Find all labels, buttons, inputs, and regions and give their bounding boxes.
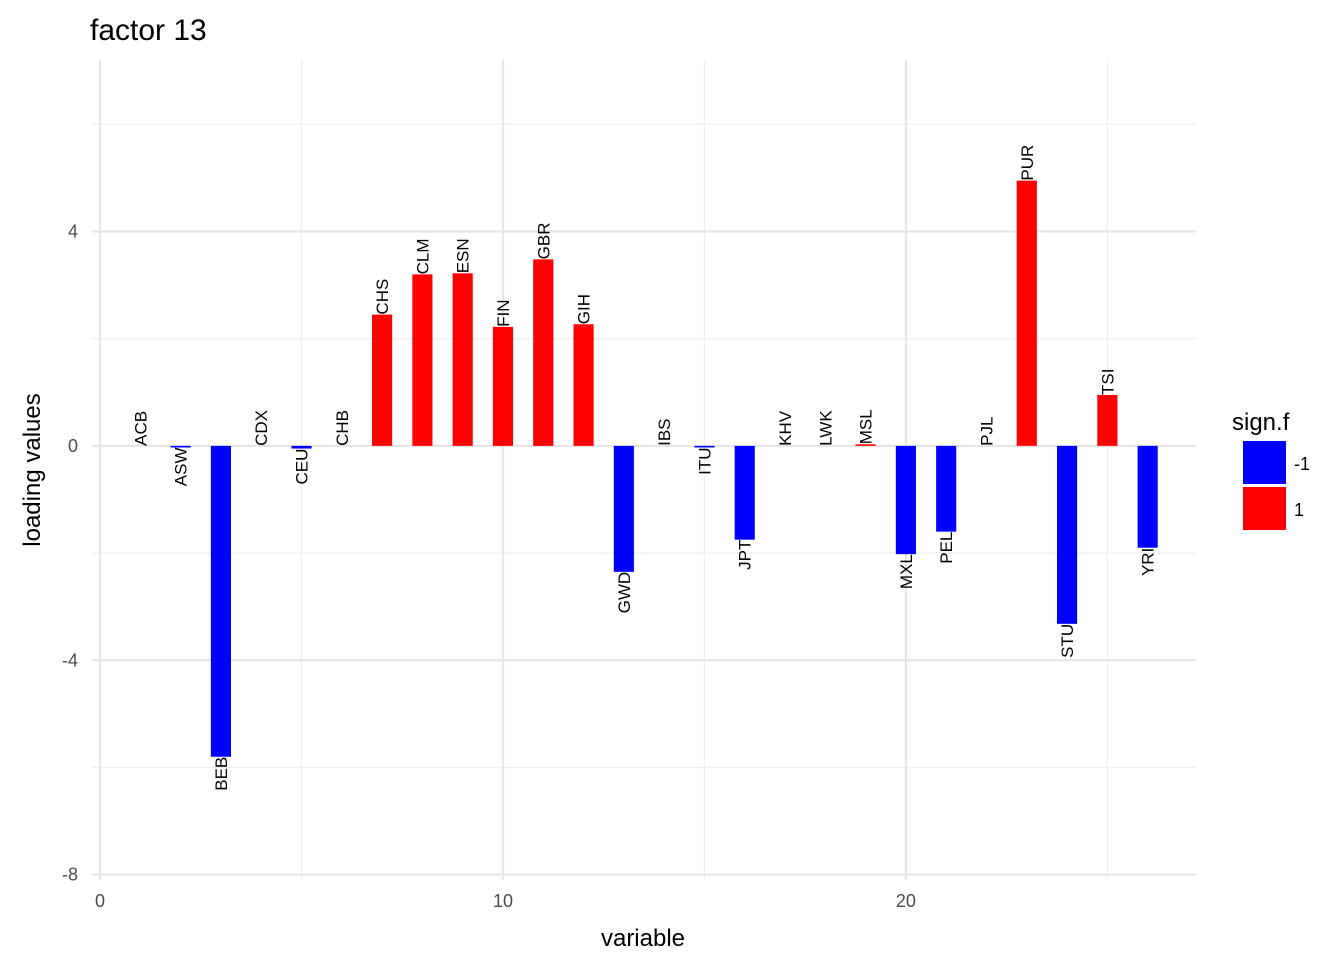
bar-labels: ACB ASW BEB CDX CEU CHB CHS CLM ESN FIN GBR GIH GWD I… (131, 145, 1157, 791)
bar-stu (1056, 445, 1078, 624)
x-axis-title: variable (601, 925, 685, 952)
bar-yri (1137, 445, 1158, 548)
grid-lines (92, 60, 1196, 880)
bar-label-acb: ACB (131, 411, 150, 446)
bar-label-beb: BEB (212, 757, 231, 791)
bar-pur (1016, 180, 1037, 446)
y-tick-label: -4 (62, 650, 78, 670)
y-axis-title: loading values (19, 393, 46, 546)
x-tick-label: 20 (896, 891, 916, 911)
bar-label-pjl: PJL (977, 417, 996, 446)
bar-asw (170, 445, 191, 448)
bar-label-esn: ESN (454, 238, 473, 273)
bar-label-msl: MSL (857, 409, 876, 444)
bar-label-tsi: TSI (1098, 369, 1117, 395)
y-tick-label: -8 (62, 865, 78, 885)
bar-label-cdx: CDX (252, 410, 271, 446)
y-tick-label: 0 (68, 436, 78, 456)
y-tick-label: 4 (68, 222, 78, 242)
legend: sign.f -1 1 (1232, 409, 1310, 530)
bar-label-chs: CHS (373, 279, 392, 315)
bar-itu (694, 445, 715, 448)
bar-label-yri: YRI (1139, 548, 1158, 576)
x-tick-label: 0 (95, 891, 105, 911)
bar-label-gwd: GWD (615, 572, 634, 614)
bar-tsi (1097, 394, 1118, 446)
bar-label-mxl: MXL (897, 554, 916, 589)
bar-fin (492, 326, 514, 446)
bar-label-stu: STU (1058, 624, 1077, 658)
bar-ceu (291, 445, 312, 449)
bar-chs (372, 314, 393, 446)
legend-key-positive (1243, 487, 1286, 530)
bar-esn (452, 273, 473, 446)
bar-gbr (533, 259, 554, 446)
x-tick-label: 10 (493, 891, 513, 911)
bar-label-fin: FIN (494, 300, 513, 327)
axis-ticks: 0 10 20 -8 -4 0 4 (62, 222, 916, 911)
bar-label-asw: ASW (172, 447, 191, 486)
bar-label-chb: CHB (333, 410, 352, 446)
bar-label-pur: PUR (1018, 145, 1037, 181)
bar-label-clm: CLM (413, 238, 432, 274)
legend-label-positive: 1 (1294, 500, 1304, 520)
bar-gih (573, 324, 594, 446)
bar-mxl (895, 445, 916, 555)
bar-label-ibs: IBS (655, 418, 674, 445)
bar-label-jpt: JPT (736, 540, 755, 570)
bar-beb (210, 445, 232, 757)
bar-clm (412, 274, 433, 446)
bar-pel (936, 445, 957, 532)
bar-label-lwk: LWK (816, 410, 835, 446)
legend-label-negative: -1 (1294, 454, 1310, 474)
legend-title: sign.f (1232, 409, 1290, 436)
bar-jpt (734, 445, 755, 540)
bars (130, 180, 1158, 757)
bar-label-gih: GIH (575, 294, 594, 324)
chart-title: factor 13 (90, 14, 207, 47)
bar-label-khv: KHV (776, 410, 795, 446)
bar-gwd (613, 445, 634, 572)
legend-key-negative (1243, 441, 1286, 484)
bar-label-gbr: GBR (534, 223, 553, 260)
bar-label-ceu: CEU (293, 449, 312, 485)
bar-label-itu: ITU (695, 447, 714, 474)
bar-msl (855, 444, 876, 446)
bar-label-pel: PEL (937, 532, 956, 564)
